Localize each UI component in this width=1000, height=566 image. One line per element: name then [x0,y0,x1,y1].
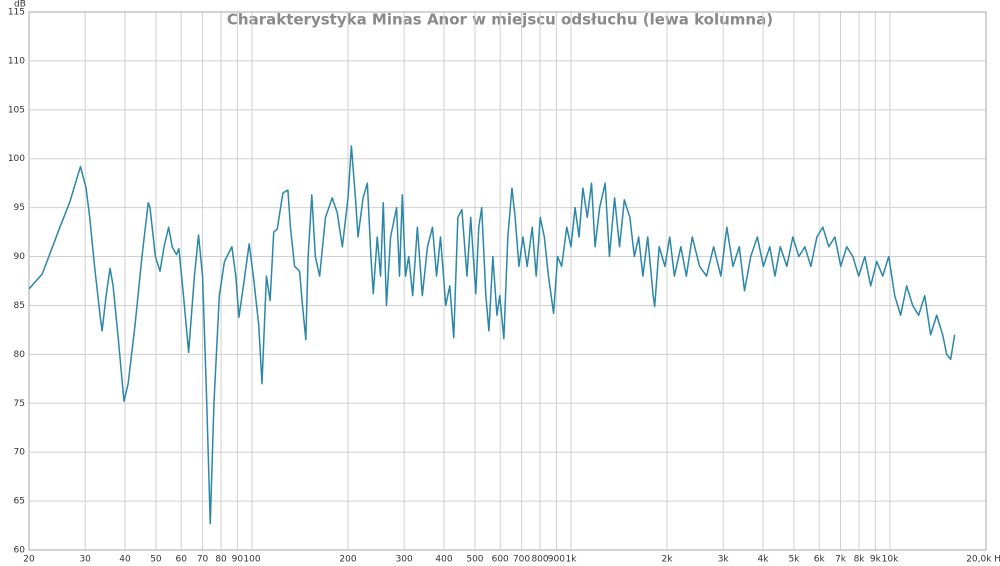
x-tick-label: 900 [548,555,565,565]
x-tick-label: 80 [215,555,227,565]
y-tick-label: 80 [14,350,26,360]
y-tick-label: 90 [14,252,26,262]
y-tick-label: 60 [14,546,26,556]
x-tick-label: 6k [814,555,826,565]
y-tick-label: 110 [8,56,25,66]
y-tick-label: 100 [8,154,25,164]
x-tick-label: 10k [882,555,899,565]
x-tick-label: 70 [197,555,209,565]
y-tick-label: 95 [14,203,25,213]
y-tick-label: 65 [14,497,25,507]
x-tick-label: 300 [396,555,413,565]
x-tick-label: 20,0k Hz [966,555,1000,565]
y-tick-label: 75 [14,399,25,409]
x-tick-label: 5k [788,555,800,565]
x-tick-label: 500 [466,555,483,565]
x-tick-label: 30 [79,555,91,565]
y-tick-label: 115 [8,8,25,18]
y-tick-label: 105 [8,105,25,115]
x-tick-label: 7k [835,555,847,565]
x-tick-label: 8k [854,555,866,565]
y-tick-label: 70 [14,448,26,458]
x-tick-label: 400 [435,555,452,565]
x-tick-label: 200 [339,555,356,565]
x-tick-label: 60 [175,555,187,565]
y-axis-label: dB [14,0,26,10]
x-tick-label: 3k [718,555,730,565]
x-tick-label: 1k [565,555,577,565]
x-tick-label: 2k [662,555,674,565]
response-line [28,145,956,525]
x-tick-label: 800 [531,555,548,565]
x-tick-label: 700 [513,555,530,565]
x-tick-label: 90 [232,555,244,565]
y-tick-label: 85 [14,301,25,311]
x-tick-label: 20 [23,555,35,565]
x-tick-label: 50 [150,555,162,565]
x-tick-label: 40 [119,555,131,565]
x-tick-label: 4k [758,555,770,565]
x-tick-label: 100 [243,555,260,565]
x-tick-label: 9k [870,555,882,565]
x-tick-label: 600 [492,555,509,565]
plot-border [28,11,987,551]
